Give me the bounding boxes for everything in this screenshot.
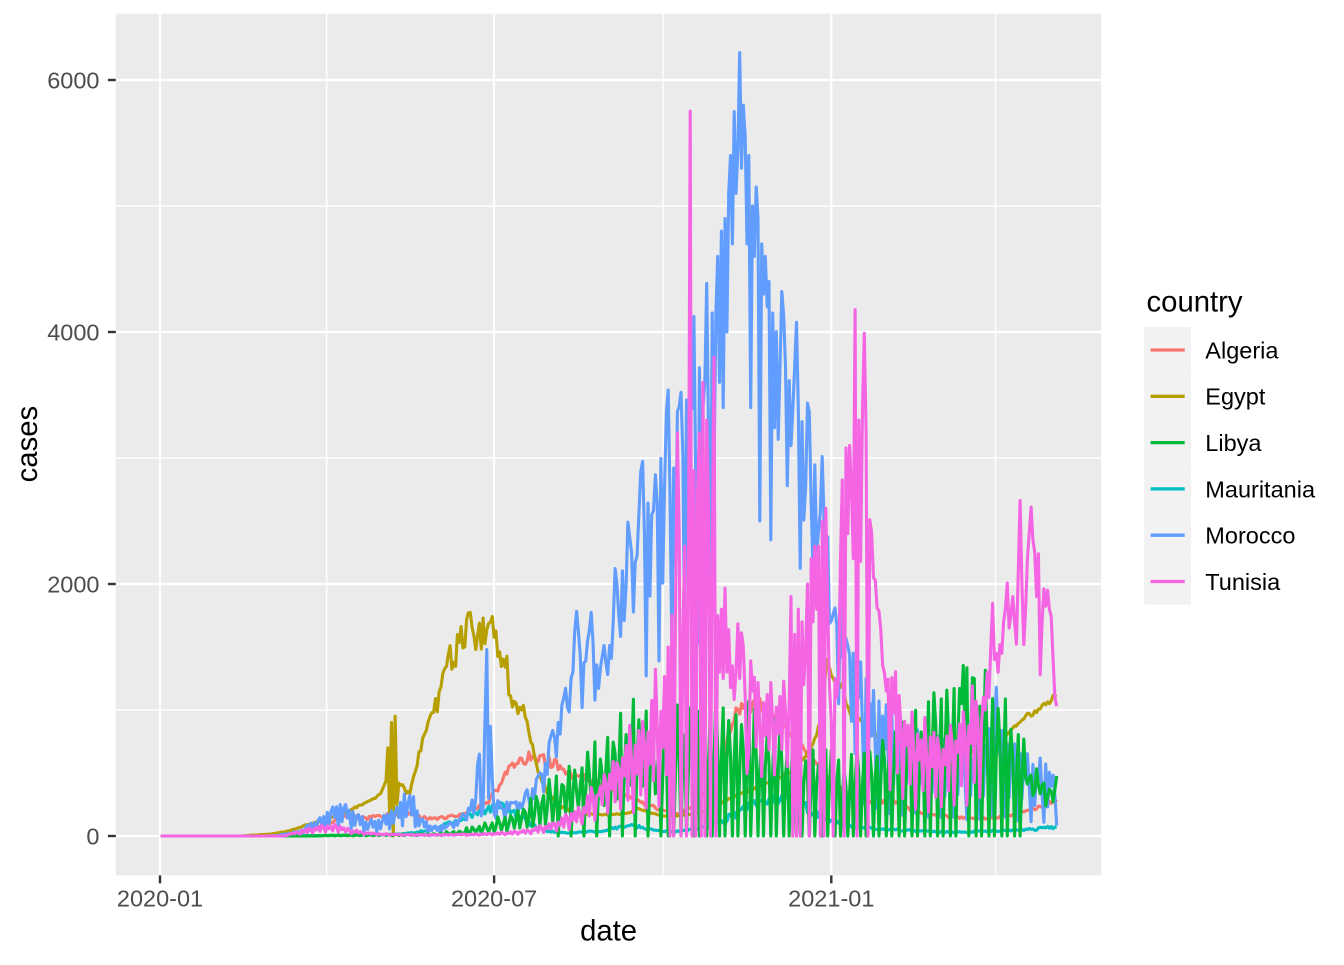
svg-text:4000: 4000 bbox=[47, 319, 99, 345]
svg-text:2021-01: 2021-01 bbox=[788, 886, 874, 912]
svg-text:0: 0 bbox=[86, 823, 99, 849]
svg-text:cases: cases bbox=[11, 406, 44, 483]
svg-text:Morocco: Morocco bbox=[1205, 523, 1295, 549]
svg-text:Algeria: Algeria bbox=[1205, 337, 1279, 363]
svg-text:Egypt: Egypt bbox=[1205, 384, 1266, 410]
svg-text:2020-01: 2020-01 bbox=[117, 886, 203, 912]
svg-text:6000: 6000 bbox=[47, 67, 99, 93]
svg-text:country: country bbox=[1147, 286, 1243, 319]
svg-text:Libya: Libya bbox=[1205, 430, 1262, 456]
svg-text:Tunisia: Tunisia bbox=[1205, 569, 1281, 595]
svg-text:date: date bbox=[580, 914, 637, 947]
svg-text:Mauritania: Mauritania bbox=[1205, 476, 1316, 502]
svg-text:2000: 2000 bbox=[47, 571, 99, 597]
svg-text:2020-07: 2020-07 bbox=[451, 886, 537, 912]
